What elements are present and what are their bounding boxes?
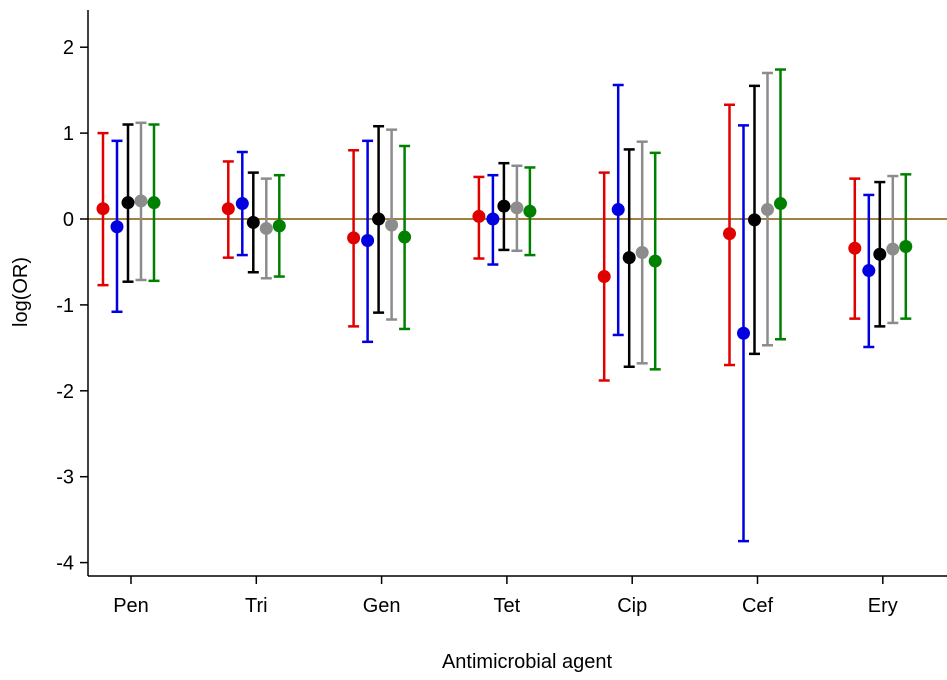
estimate-point <box>134 194 148 208</box>
y-tick-label: -3 <box>56 467 74 489</box>
estimate-point <box>110 220 124 234</box>
estimate-point <box>510 201 524 215</box>
error-bar-ery-series-2 <box>862 193 876 349</box>
error-bar-pen-series-4 <box>134 121 148 282</box>
error-bar-tet-series-1 <box>472 175 486 260</box>
error-bar-gen-series-1 <box>347 149 361 328</box>
estimate-point <box>899 239 913 253</box>
error-bar-cip-series-3 <box>622 148 636 368</box>
estimate-point <box>147 196 161 210</box>
x-tick-label-tet: Tet <box>494 595 521 617</box>
error-bar-gen-series-3 <box>372 124 386 314</box>
error-bar-gen-series-5 <box>398 144 412 331</box>
y-tick-label: 1 <box>63 123 74 145</box>
error-bar-tri-series-5 <box>272 173 286 278</box>
x-axis-ticks: PenTriGenTetCipCefEryChl <box>113 576 898 617</box>
estimate-point <box>246 215 260 229</box>
estimate-point <box>121 196 135 210</box>
error-bar-tri-series-1 <box>221 160 235 259</box>
estimate-point <box>385 218 399 232</box>
error-bar-tet-series-2 <box>486 173 500 266</box>
error-bar-cip-series-4 <box>635 140 649 365</box>
error-bar-cip-series-2 <box>611 83 625 337</box>
y-tick-label: 2 <box>63 37 74 59</box>
estimate-point <box>761 203 774 217</box>
y-axis-ticks: 2 1 0 -1 -2 -3 -4 <box>56 37 88 575</box>
error-bar-tet-series-3 <box>497 161 511 252</box>
estimate-point <box>848 241 862 255</box>
x-tick-label-pen: Pen <box>113 595 149 617</box>
estimate-point <box>361 233 375 247</box>
error-bar-cef-series-1 <box>723 103 736 367</box>
x-axis-label: Antimicrobial agent <box>442 651 613 673</box>
estimate-point <box>648 254 662 268</box>
error-bar-cef-series-2 <box>737 124 750 543</box>
error-bar-cef-series-3 <box>748 84 761 356</box>
estimate-point <box>272 219 286 233</box>
x-tick-label-gen: Gen <box>363 595 401 617</box>
estimate-point <box>723 227 736 241</box>
estimate-point <box>862 264 876 278</box>
error-bar-tet-series-4 <box>510 164 524 253</box>
estimate-point <box>748 213 761 227</box>
estimate-point <box>347 231 361 245</box>
y-tick-label: -4 <box>56 553 74 575</box>
error-bar-tri-series-2 <box>235 150 249 257</box>
estimate-point <box>96 202 110 216</box>
estimate-point <box>398 230 412 244</box>
estimate-point <box>622 251 636 265</box>
error-bar-tri-series-3 <box>246 171 260 274</box>
error-bar-tet-series-5 <box>523 166 537 257</box>
error-bar-cef-series-4 <box>761 71 774 347</box>
estimate-point <box>635 246 649 260</box>
error-bar-cip-series-1 <box>597 171 611 382</box>
estimate-point <box>372 212 386 226</box>
estimate-point <box>497 199 511 213</box>
x-tick-label-ery: Ery <box>868 595 898 617</box>
estimate-point <box>235 197 249 211</box>
y-axis-label: log(OR) <box>10 257 32 327</box>
error-bar-ery-series-1 <box>848 177 862 320</box>
error-bar-pen-series-5 <box>147 123 161 283</box>
error-bar-tri-series-4 <box>259 177 273 280</box>
estimate-point <box>486 212 500 226</box>
error-bar-pen-series-3 <box>121 123 135 283</box>
x-tick-label-tri: Tri <box>245 595 268 617</box>
estimate-point <box>873 247 887 261</box>
error-bar-ery-series-5 <box>899 173 913 320</box>
error-bar-pen-series-2 <box>110 139 124 314</box>
plot-area <box>88 68 947 543</box>
estimate-point <box>737 326 750 340</box>
x-tick-label-cef: Cef <box>742 595 774 617</box>
error-bar-gen-series-2 <box>361 139 375 344</box>
y-tick-label: 0 <box>63 209 74 231</box>
y-tick-label: -1 <box>56 295 74 317</box>
error-bar-gen-series-4 <box>385 128 399 321</box>
estimate-point <box>774 197 787 211</box>
estimate-point <box>523 204 537 218</box>
estimate-point <box>259 221 273 235</box>
estimate-point <box>472 209 486 223</box>
estimate-point <box>221 202 235 216</box>
error-bar-ery-series-3 <box>873 180 887 328</box>
error-bar-pen-series-1 <box>96 131 110 287</box>
x-tick-label-cip: Cip <box>617 595 647 617</box>
error-bar-ery-series-4 <box>886 174 900 325</box>
error-bar-cef-series-5 <box>774 68 787 341</box>
y-tick-label: -2 <box>56 381 74 403</box>
estimate-point <box>611 203 625 217</box>
estimate-point <box>886 242 900 256</box>
estimate-point <box>597 270 611 284</box>
error-bar-cip-series-5 <box>648 151 662 371</box>
